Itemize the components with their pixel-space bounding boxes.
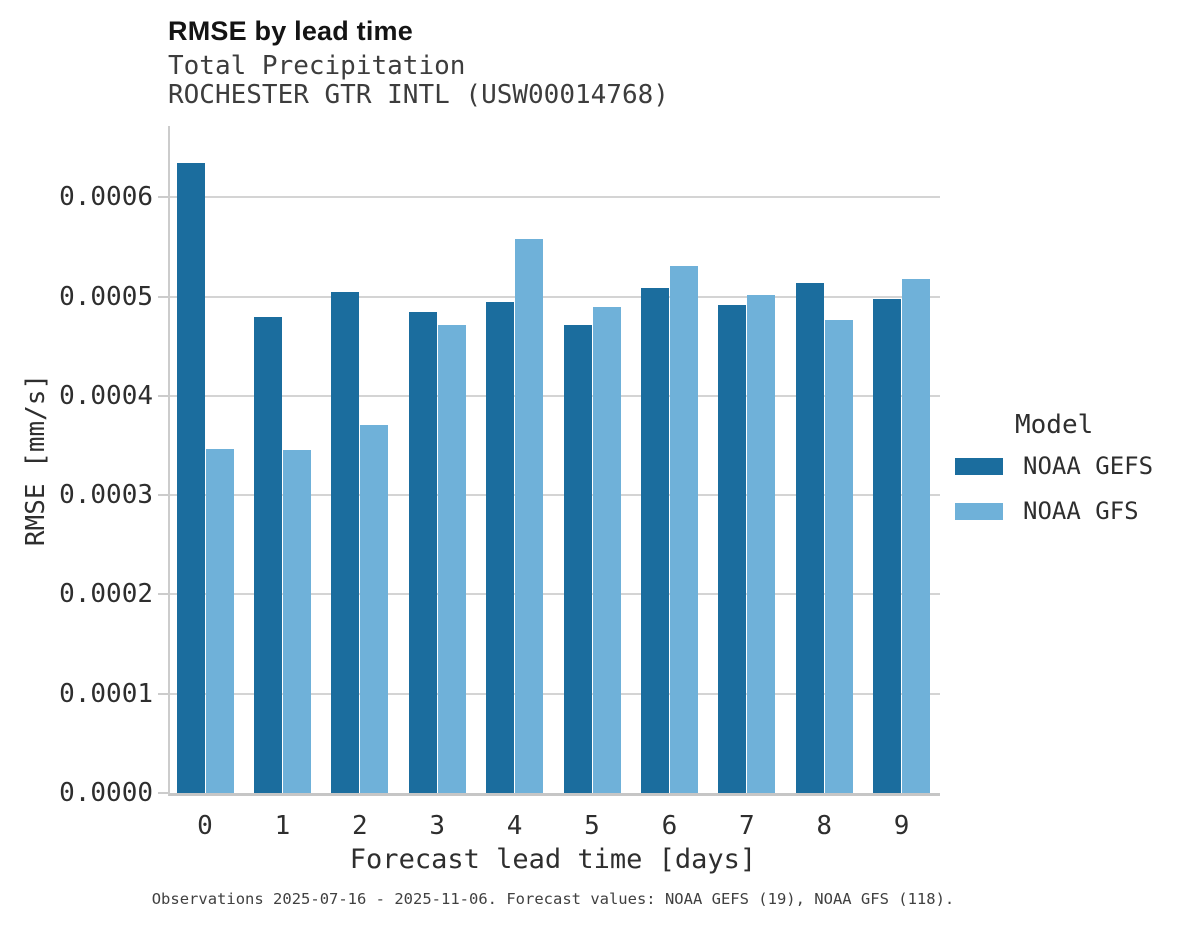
caption: Observations 2025-07-16 - 2025-11-06. Fo… [151, 890, 955, 908]
y-tick-mark [158, 792, 168, 794]
bar-noaa-gfs-day-1 [282, 449, 311, 793]
gridline [170, 494, 940, 497]
legend-swatch-icon [955, 457, 1003, 475]
y-tick-label: 0.0006 [59, 182, 153, 213]
bar-noaa-gefs-day-3 [408, 311, 437, 793]
y-tick-label: 0.0004 [59, 380, 153, 411]
y-tick-mark [158, 394, 168, 397]
gridline [170, 394, 940, 397]
x-axis-label: Forecast lead time [days] [349, 844, 757, 875]
bar-noaa-gfs-day-6 [669, 265, 698, 793]
x-tick-label: 1 [274, 811, 291, 841]
x-tick-label: 8 [816, 811, 833, 841]
y-tick-label: 0.0001 [59, 678, 153, 709]
legend: Model NOAA GEFS NOAA GFS [955, 410, 1175, 542]
bar-noaa-gefs-day-5 [563, 324, 592, 793]
y-axis-label: RMSE [mm/s] [21, 373, 51, 547]
bar-noaa-gefs-day-7 [718, 304, 747, 793]
bar-noaa-gfs-day-3 [437, 324, 466, 793]
x-tick-label: 6 [661, 811, 678, 841]
bar-noaa-gefs-day-1 [253, 316, 282, 793]
y-tick-label: 0.0000 [59, 778, 153, 808]
x-tick-label: 0 [197, 811, 213, 841]
chart-title: RMSE by lead time [168, 16, 413, 46]
gridline [170, 196, 940, 199]
legend-label: NOAA GEFS [1023, 452, 1154, 480]
bar-noaa-gefs-day-4 [486, 301, 515, 793]
legend-item: NOAA GFS [955, 497, 1175, 525]
y-tick-label: 0.0003 [59, 480, 153, 511]
y-tick-label: 0.0002 [59, 579, 153, 610]
bar-noaa-gfs-day-4 [515, 239, 544, 793]
bar-noaa-gefs-day-9 [873, 298, 902, 793]
legend-swatch-icon [955, 502, 1003, 520]
y-tick-mark [158, 494, 168, 497]
x-tick-label: 5 [584, 811, 600, 841]
bar-noaa-gfs-day-8 [824, 319, 853, 793]
legend-item: NOAA GEFS [955, 452, 1175, 480]
y-tick-mark [158, 593, 168, 596]
x-tick-label: 7 [738, 811, 755, 841]
bar-noaa-gfs-day-2 [360, 424, 389, 793]
y-tick-mark [158, 692, 168, 695]
chart-subtitle-station: ROCHESTER GTR INTL (USW00014768) [168, 80, 669, 110]
legend-items: NOAA GEFS NOAA GFS [955, 452, 1175, 525]
y-tick-label: 0.0005 [59, 281, 153, 312]
gridline [170, 593, 940, 596]
chart-subtitle-variable: Total Precipitation [168, 51, 466, 81]
plot-area: 0.0000 0.0001 0.0002 0.0003 0.0004 0.0005 0.00… [59, 126, 940, 841]
gridline [170, 295, 940, 298]
bar-noaa-gefs-day-8 [795, 282, 824, 793]
y-tick-mark [158, 295, 168, 298]
x-tick-label: 2 [351, 811, 368, 841]
bar-noaa-gfs-day-0 [205, 448, 234, 793]
bar-noaa-gfs-day-7 [747, 294, 776, 793]
legend-label: NOAA GFS [1023, 497, 1139, 525]
bar-noaa-gfs-day-5 [592, 306, 621, 793]
x-tick-label: 9 [893, 811, 910, 841]
x-tick-label: 4 [506, 811, 523, 841]
bar-noaa-gefs-day-2 [331, 291, 360, 793]
x-tick-label: 3 [429, 811, 446, 841]
gridline [170, 692, 940, 695]
bar-noaa-gefs-day-6 [640, 287, 669, 793]
bar-noaa-gefs-day-0 [176, 162, 205, 793]
y-tick-mark [158, 196, 168, 199]
legend-title: Model [1015, 410, 1094, 440]
bar-noaa-gfs-day-9 [902, 278, 931, 793]
